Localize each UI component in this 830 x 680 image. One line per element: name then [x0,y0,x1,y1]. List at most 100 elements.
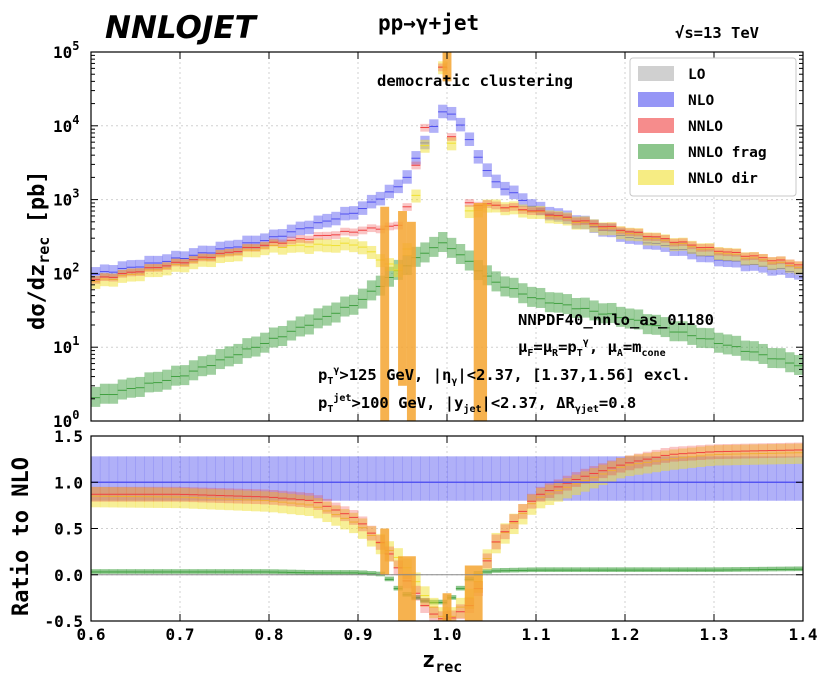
nnlo-dir-ratio-band [580,471,590,492]
nlo-ratio-band [331,456,341,501]
nlo-ratio-band [536,456,546,501]
nlo-ratio-band [162,456,172,501]
nnlo-dir-ratio-band [411,572,421,593]
nnlo-frag-band [527,286,537,307]
nnlo-frag-band [197,356,208,377]
nlo-ratio-band [304,456,314,501]
ratio-y-tick-label: 1.0 [54,473,83,492]
nnlo-frag-band [749,341,759,362]
legend-label: LO [688,67,706,83]
nnlo-frag-band [776,348,786,369]
nnlo-dir-band [162,262,172,276]
nnlo-dir-band [571,216,581,230]
nnlo-ratio-threshold-band [442,593,452,621]
nnlo-dir-band [518,204,528,218]
main-y-ticks: 100 101 102 103 104 105 [53,39,803,431]
nnlo-frag-band [260,332,270,353]
nlo-ratio-band [269,456,279,501]
nnlo-dir-band [562,212,572,226]
nlo-ratio-band [794,456,803,501]
nlo-ratio-band [349,456,359,501]
legend-label: NLO [688,93,714,109]
x-axis-label: zrec [422,648,462,676]
nnlo-dir-band [215,250,225,264]
nnlo-dir-ratio-band [794,443,803,464]
nnlo-ratio-threshold-band [398,556,416,621]
x-tick-label: 1.2 [611,625,640,644]
nnlo-dir-ratio-band [518,504,528,525]
nnlo-dir-ratio-band [571,474,581,496]
nlo-ratio-band [251,456,261,501]
nlo-ratio-band [785,456,795,501]
nlo-ratio-band [153,456,163,501]
legend-label: NNLO dir [688,171,758,187]
nnlo-frag-band [651,314,661,335]
nnlo-dir-band [527,205,537,219]
x-tick-label: 1.4 [789,625,818,644]
nnlo-frag-band [384,266,394,287]
nnlo-frag-band [455,244,466,265]
nnlo-frag-band [758,343,768,364]
ratio-bands [91,442,803,621]
nnlo-dir-ratio-band [126,487,136,508]
nnlo-frag-band [598,303,608,324]
nnlo-dir-band [188,256,199,270]
nnlo-dir-ratio-band [482,549,492,570]
nnlo-dir-band [358,241,368,255]
nnlo-dir-ratio-band [99,487,110,508]
nnlo-frag-band [553,292,564,313]
nlo-ratio-band [313,456,323,501]
nnlo-frag-band [99,383,110,404]
nnlo-dir-band [651,232,661,246]
x-tick-label: 0.6 [77,625,106,644]
nnlo-dir-band [491,199,501,213]
nnlo-frag-band [580,297,590,318]
nnlo-dir-ratio-band [215,489,225,510]
nlo-ratio-band [260,456,270,501]
nnlo-frag-band [447,237,457,258]
nnlo-frag-band [642,314,653,335]
nnlo-dir-band [197,253,208,267]
nlo-ratio-band [731,456,742,501]
x-tick-label: 1.1 [522,625,551,644]
nnlo-dir-ratio-band [447,607,457,621]
nlo-ratio-band [482,456,492,501]
nnlo-frag-band [785,352,795,373]
nnlo-frag-band [331,302,341,323]
legend-swatch [638,118,674,133]
nnlo-dir-ratio-band [731,444,742,466]
nlo-ratio-band [438,456,448,501]
nnlo-frag-band [153,371,163,392]
legend-swatch [638,144,674,159]
nnlo-frag-band [206,354,216,375]
nlo-ratio-band [108,456,119,501]
nlo-ratio-band [429,456,439,501]
nnlo-dir-band [758,253,768,267]
x-ticks: 0.6 0.7 0.8 0.9 1.0 1.1 1.2 1.3 1.4 [77,52,818,644]
legend-swatch [638,92,674,107]
nlo-ratio-band [286,456,297,501]
nnlo-dir-ratio-band [313,497,323,519]
nnlo-dir-band [206,254,216,268]
nnlo-dir-band [633,228,644,242]
nlo-ratio-band [642,456,653,501]
nnlo-frag-band [562,294,572,315]
nlo-ratio-band [135,456,145,501]
nlo-ratio-band [144,456,154,501]
nnlo-dir-ratio-band [188,488,199,509]
nnlo-dir-band [464,205,475,219]
nnlo-dir-band [705,243,715,257]
nnlo-frag-band [687,324,697,345]
nnlo-frag-band [91,386,101,407]
ratio-y-tick-label: 1.5 [54,427,83,446]
nnlo-dir-band [776,256,786,270]
nlo-ratio-band [625,456,635,501]
nnlo-dir-band [304,240,314,254]
nnlo-dir-band [331,239,341,253]
nnlo-dir-ratio-band [776,443,786,465]
nnlo-dir-ratio-band [607,461,617,482]
nnlo-dir-band [295,239,305,253]
ratio-y-label: Ratio to NLO [9,457,34,616]
nnlo-dir-band [286,239,297,253]
nnlo-dir-ratio-band [687,447,697,468]
